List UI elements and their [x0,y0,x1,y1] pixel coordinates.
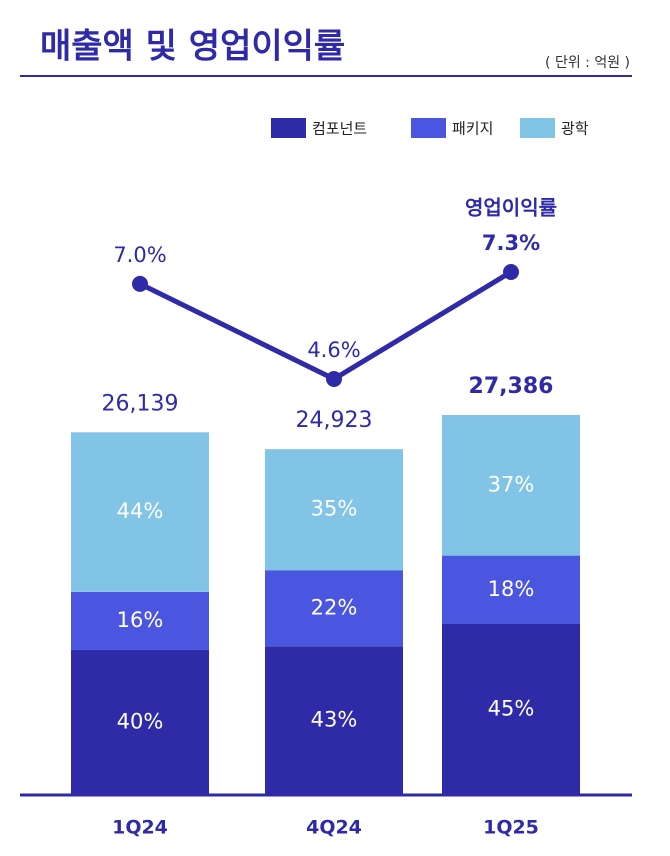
margin-label: 4.6% [307,338,360,362]
legend-label: 컴포넌트 [312,120,367,138]
margin-point [132,275,148,292]
legend-label: 광학 [561,120,589,138]
segment-label: 18% [488,577,535,601]
segment-label: 37% [488,472,535,496]
segment-label: 40% [117,709,164,733]
total-label: 24,923 [296,408,373,433]
bar-segment [265,646,403,795]
chart-title: 매출액 및 영업이익률 [40,27,345,67]
legend-swatch [411,118,446,138]
bar-segment [71,591,209,650]
bar-segment [71,432,209,592]
segment-label: 35% [311,497,358,521]
bar-segment [265,449,403,571]
segment-label: 16% [117,608,164,632]
margin-point [326,371,342,387]
bar-segment [442,555,580,624]
margin-line [138,269,513,382]
segment-label: 44% [117,499,164,523]
bar-segment [265,570,403,647]
legend-swatch [271,118,306,138]
x-tick-label: 1Q24 [112,817,168,839]
segment-label: 43% [311,708,358,732]
unit-note: ( 단위 : 억원 ) [545,55,630,71]
bar-segment [442,415,580,556]
x-tick-label: 4Q24 [306,817,362,839]
bar-segment [442,624,580,795]
segment-label: 45% [488,697,535,721]
bar-segment [71,649,209,795]
legend-label: 패키지 [452,120,493,138]
margin-point [503,264,519,280]
series-name: 영업이익률 [465,196,557,220]
margin-label: 7.3% [482,231,540,255]
legend-swatch [520,118,555,138]
total-label: 26,139 [102,391,179,416]
margin-label: 7.0% [113,243,166,267]
total-label: 27,386 [469,374,554,399]
x-tick-label: 1Q25 [483,817,539,839]
segment-label: 22% [311,595,358,619]
